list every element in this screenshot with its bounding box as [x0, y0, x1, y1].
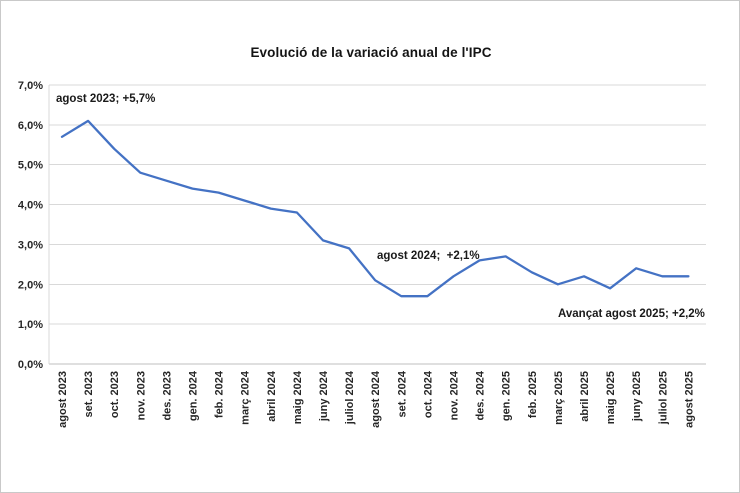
x-axis-tick-label: oct. 2023 — [109, 371, 121, 418]
x-axis-tick-label: març 2024 — [240, 370, 252, 425]
y-axis-tick-label: 2,0% — [18, 279, 43, 291]
annotation-agost-2024: agost 2024; +2,1% — [377, 250, 480, 262]
x-axis-tick-label: maig 2025 — [605, 371, 617, 424]
x-axis-tick-label: des. 2024 — [475, 370, 487, 420]
x-axis-tick-label: nov. 2024 — [449, 370, 461, 420]
annotation-agost-2023: agost 2023; +5,7% — [56, 93, 156, 105]
x-axis-tick-label: abril 2025 — [579, 371, 591, 422]
annotation-avancat-agost-2025: Avançat agost 2025; +2,2% — [558, 308, 705, 320]
x-axis-tick-label: set. 2023 — [83, 371, 95, 417]
y-axis-tick-label: 1,0% — [18, 319, 43, 331]
x-axis-tick-label: des. 2023 — [161, 371, 173, 421]
chart-title: Evolució de la variació anual de l'IPC — [250, 45, 492, 60]
x-axis-tick-label: agost 2025 — [683, 371, 695, 428]
x-axis-tick-label: agost 2023 — [57, 371, 69, 428]
y-axis-tick-label: 6,0% — [18, 120, 43, 132]
x-axis-tick-label: gen. 2025 — [501, 371, 513, 421]
x-axis-tick-label: març 2025 — [553, 371, 565, 425]
x-axis-tick-label: juny 2025 — [631, 371, 643, 422]
x-axis-tick-label: agost 2024 — [370, 370, 382, 428]
ipc-series-line — [60, 119, 690, 298]
x-axis-tick-label: abril 2024 — [266, 370, 278, 422]
x-axis-tick-label: juliol 2024 — [344, 370, 356, 425]
y-axis-tick-label: 4,0% — [18, 200, 43, 212]
y-axis-tick-label: 3,0% — [18, 239, 43, 251]
x-axis-tick-label: set. 2024 — [396, 370, 408, 417]
x-axis-tick-label: juny 2024 — [318, 370, 330, 422]
x-axis-tick-label: feb. 2024 — [214, 370, 226, 418]
x-axis-tick-label: gen. 2024 — [188, 370, 200, 421]
y-axis-tick-label: 0,0% — [18, 359, 43, 371]
y-axis-tick-label: 7,0% — [18, 80, 43, 92]
x-axis-tick-label: maig 2024 — [292, 370, 304, 424]
x-axis-tick-label: oct. 2024 — [422, 370, 434, 418]
x-axis-tick-label: feb. 2025 — [527, 371, 539, 418]
x-axis-tick-label: juliol 2025 — [657, 371, 669, 425]
y-axis-tick-label: 5,0% — [18, 160, 43, 172]
x-axis-tick-label: nov. 2023 — [135, 371, 147, 420]
